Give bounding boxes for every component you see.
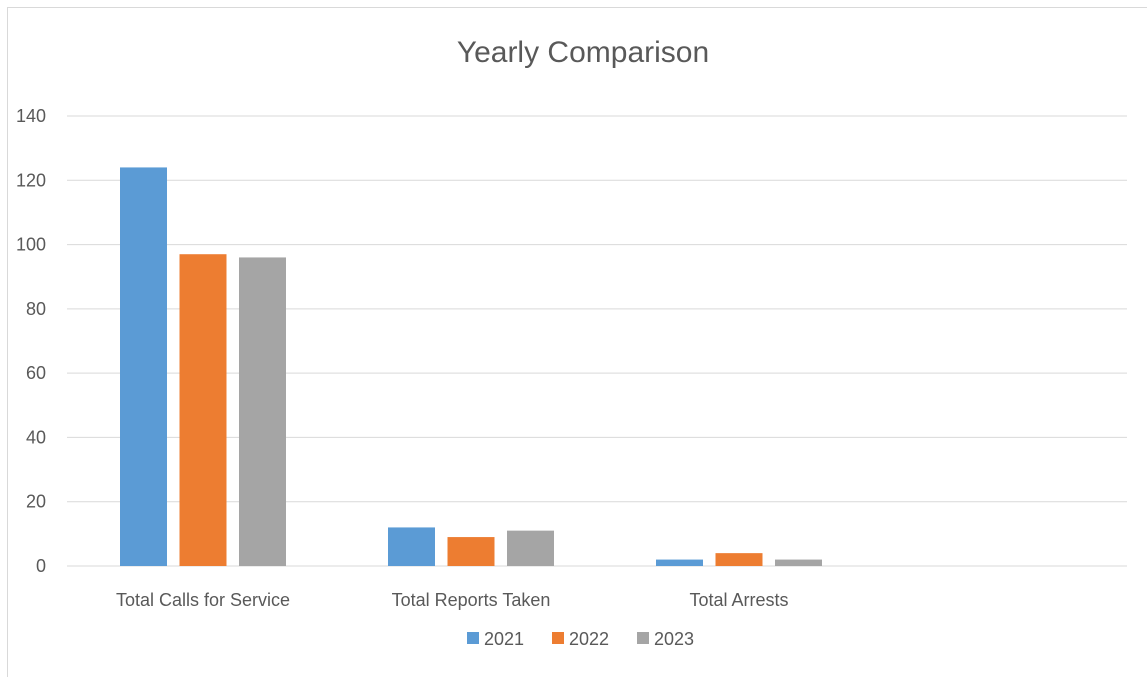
y-tick-label: 0 xyxy=(36,556,46,576)
y-tick-label: 40 xyxy=(26,427,46,447)
bar-2023-1 xyxy=(507,530,554,566)
legend-label: 2023 xyxy=(654,629,694,649)
legend-label: 2022 xyxy=(569,629,609,649)
y-tick-label: 100 xyxy=(16,235,46,255)
x-category-label: Total Arrests xyxy=(689,590,788,610)
bar-2022-2 xyxy=(715,553,763,566)
y-tick-label: 120 xyxy=(16,170,46,190)
legend-item-2022: 2022 xyxy=(552,629,609,649)
x-axis-category-labels: Total Calls for Service Total Reports Tak… xyxy=(116,590,789,610)
x-category-label: Total Calls for Service xyxy=(116,590,290,610)
y-axis-tick-labels: 0 20 40 60 80 100 120 140 xyxy=(16,106,46,576)
bar-2023-0 xyxy=(239,257,286,566)
bar-2022-0 xyxy=(179,254,227,566)
legend: 2021 2022 2023 xyxy=(467,629,694,649)
legend-swatch xyxy=(552,632,564,644)
bar-2021-2 xyxy=(656,559,703,566)
y-tick-label: 80 xyxy=(26,299,46,319)
legend-item-2021: 2021 xyxy=(467,629,524,649)
bar-2022-1 xyxy=(447,537,495,566)
chart-title: Yearly Comparison xyxy=(457,36,709,69)
legend-swatch xyxy=(467,632,479,644)
bar-2023-2 xyxy=(775,559,822,566)
legend-swatch xyxy=(637,632,649,644)
x-category-label: Total Reports Taken xyxy=(392,590,551,610)
y-tick-label: 60 xyxy=(26,363,46,383)
bar-2021-1 xyxy=(388,527,435,566)
y-tick-label: 20 xyxy=(26,492,46,512)
legend-label: 2021 xyxy=(484,629,524,649)
gridlines xyxy=(67,115,1127,567)
y-tick-label: 140 xyxy=(16,106,46,126)
bar-2021-0 xyxy=(120,167,167,566)
legend-item-2023: 2023 xyxy=(637,629,694,649)
bars xyxy=(120,167,822,566)
